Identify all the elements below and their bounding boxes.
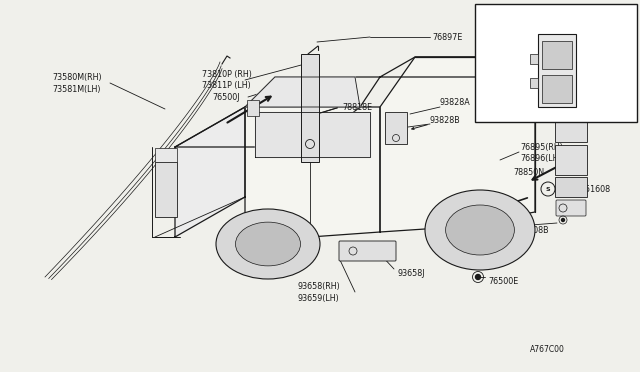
Polygon shape	[380, 57, 535, 232]
Ellipse shape	[236, 222, 301, 266]
Text: 73811P (LH): 73811P (LH)	[202, 80, 251, 90]
Bar	[530, 78, 538, 88]
Text: A767C00: A767C00	[530, 345, 565, 354]
Ellipse shape	[425, 190, 535, 270]
Text: 78818E: 78818E	[342, 103, 372, 112]
Text: 76500E: 76500E	[488, 278, 518, 286]
Text: 76897E: 76897E	[432, 32, 462, 42]
Ellipse shape	[216, 209, 320, 279]
Text: 78850N: 78850N	[507, 10, 537, 19]
Polygon shape	[175, 107, 360, 147]
Bar	[555, 114, 587, 142]
Bar	[555, 177, 587, 197]
Text: S: S	[546, 186, 550, 192]
FancyBboxPatch shape	[339, 241, 396, 261]
Bar	[538, 34, 576, 107]
Bar	[555, 145, 587, 175]
Polygon shape	[380, 57, 535, 77]
Bar	[155, 148, 177, 162]
Text: 73580M(RH): 73580M(RH)	[52, 73, 102, 81]
Polygon shape	[245, 77, 360, 107]
Bar	[301, 54, 319, 162]
Polygon shape	[245, 107, 380, 237]
Text: 73810P (RH): 73810P (RH)	[202, 70, 252, 78]
Text: 76808B: 76808B	[518, 225, 548, 234]
Bar	[385, 112, 407, 144]
Bar	[475, 4, 637, 122]
Text: 76500J: 76500J	[212, 93, 239, 102]
Bar	[247, 100, 259, 116]
Bar	[542, 75, 572, 103]
Text: 93658(RH): 93658(RH)	[298, 282, 340, 292]
Circle shape	[476, 275, 481, 279]
Text: 73581M(LH): 73581M(LH)	[52, 84, 100, 93]
Text: 76895(RH): 76895(RH)	[520, 142, 563, 151]
Bar	[530, 54, 538, 64]
Ellipse shape	[445, 205, 515, 255]
Bar	[155, 162, 177, 217]
Circle shape	[561, 218, 564, 221]
Text: 93828A: 93828A	[440, 97, 471, 106]
Text: 93659(LH): 93659(LH)	[298, 294, 340, 302]
Text: 78850N: 78850N	[513, 167, 544, 176]
Polygon shape	[255, 112, 370, 157]
Text: 93828B: 93828B	[430, 115, 461, 125]
FancyBboxPatch shape	[556, 200, 586, 216]
Text: 76896(LH): 76896(LH)	[520, 154, 562, 163]
Bar	[542, 41, 572, 69]
Text: 93658J: 93658J	[398, 269, 426, 279]
Polygon shape	[245, 77, 380, 107]
Polygon shape	[175, 107, 245, 237]
Text: 08540-51608: 08540-51608	[558, 185, 611, 193]
